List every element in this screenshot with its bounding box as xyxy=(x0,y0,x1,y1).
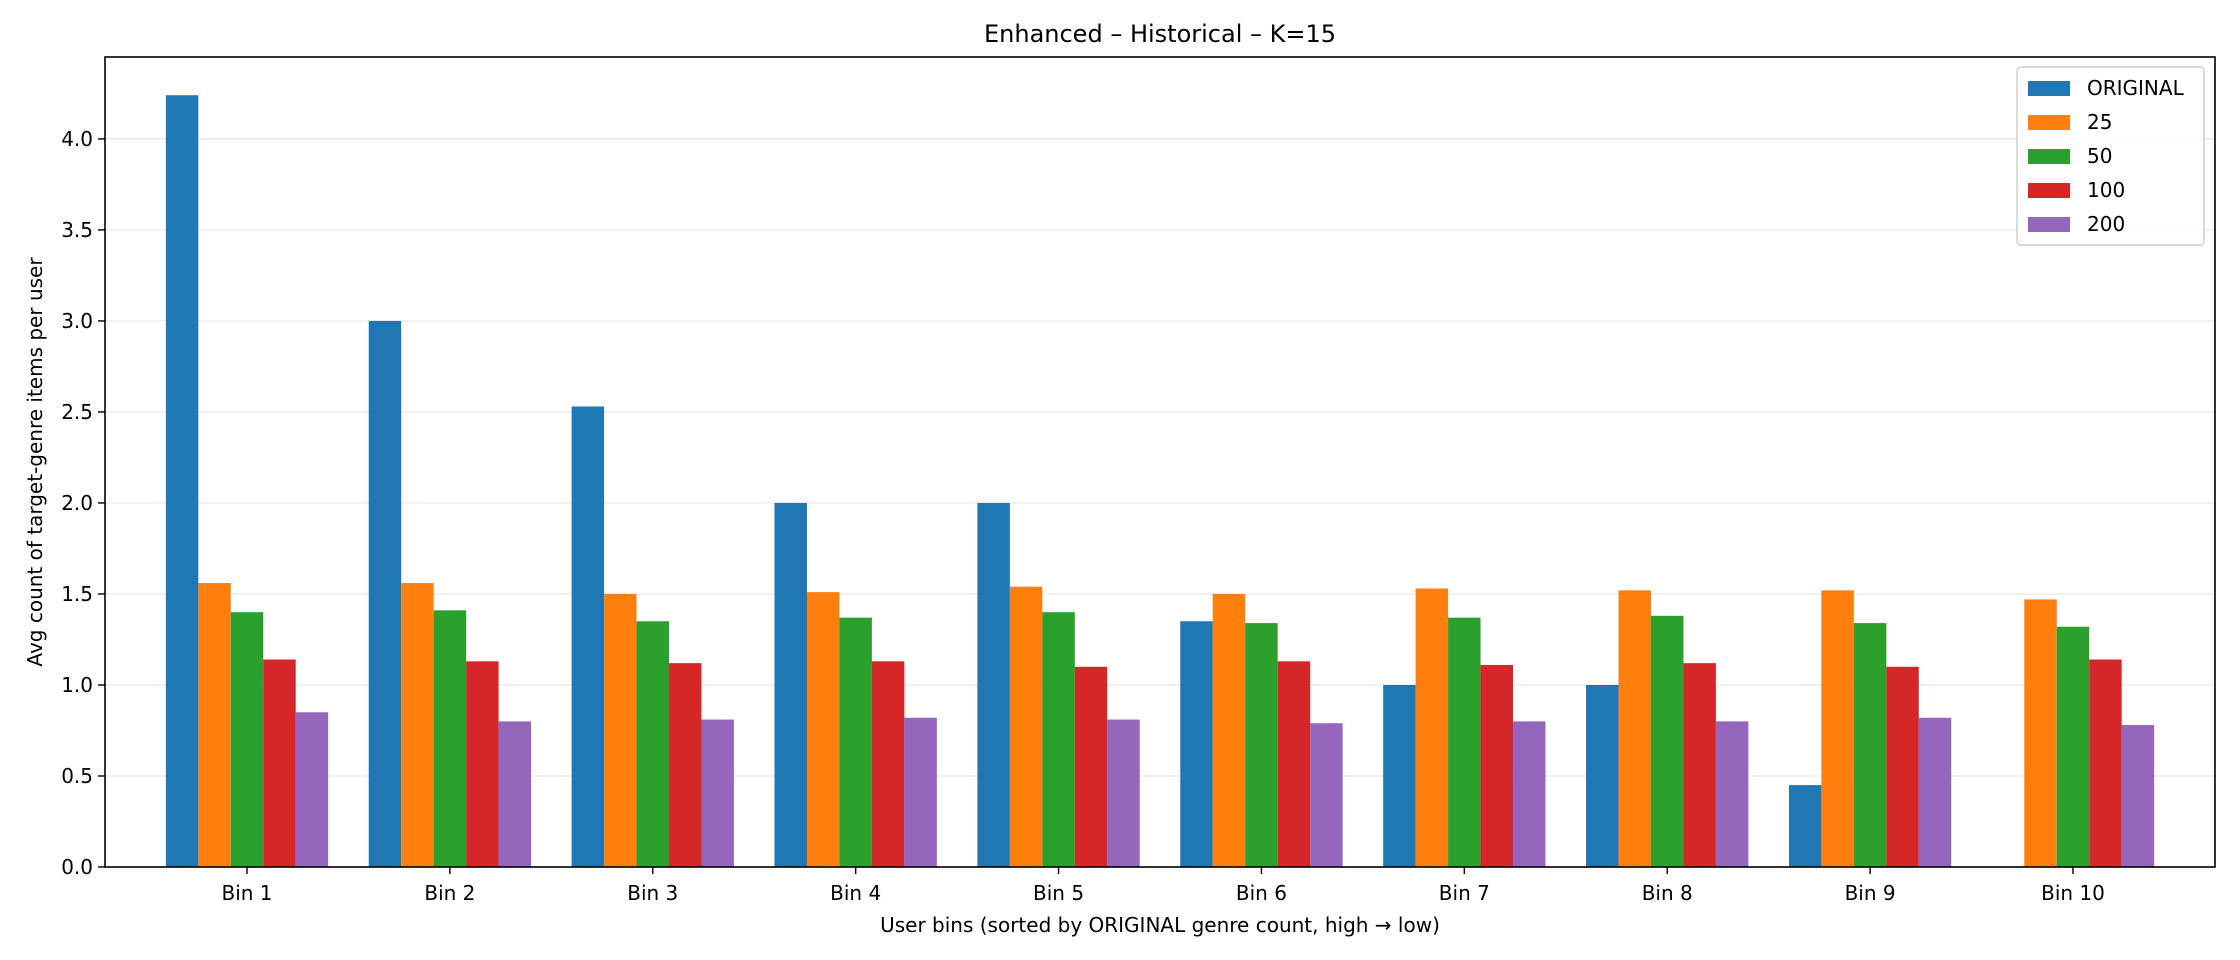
bar-bin-6-200 xyxy=(1310,723,1343,867)
bar-bin-5-25 xyxy=(1009,586,1043,867)
bar-bin-4-original xyxy=(774,502,807,867)
bar-bin-9-100 xyxy=(1886,666,1919,867)
bar-bin-4-200 xyxy=(904,717,937,867)
y-tick-label: 3.0 xyxy=(61,309,93,333)
y-tick-label: 4.0 xyxy=(61,127,93,151)
x-tick-label: Bin 5 xyxy=(1033,881,1084,905)
bar-bin-1-25 xyxy=(198,583,231,867)
bar-bin-3-200 xyxy=(701,719,734,867)
bar-bin-1-original xyxy=(165,95,199,867)
bar-bin-1-100 xyxy=(263,659,296,867)
bar-bin-3-original xyxy=(571,406,605,867)
x-tick-label: Bin 3 xyxy=(627,881,678,905)
x-tick-label: Bin 4 xyxy=(830,881,881,905)
bar-bin-3-100 xyxy=(669,663,702,867)
x-axis: Bin 1 Bin 2 Bin 3 Bin 4 Bin 5 Bin 6 Bin 7 Bin 8… xyxy=(221,867,2105,905)
bar-bin-9-original xyxy=(1788,785,1822,867)
bar-bin-6-50 xyxy=(1245,623,1278,867)
legend-label-original: ORIGINAL xyxy=(2087,76,2185,100)
bar-bin-8-200 xyxy=(1715,721,1749,867)
bar-bin-5-original xyxy=(977,502,1010,867)
bar-bin-6-25 xyxy=(1212,593,1246,867)
bar-bin-1-50 xyxy=(230,612,264,867)
bar-bin-1-200 xyxy=(295,712,329,867)
legend-swatch-200 xyxy=(2028,217,2070,232)
bar-bin-7-200 xyxy=(1513,721,1546,867)
legend-swatch-25 xyxy=(2028,115,2070,130)
legend-swatch-100 xyxy=(2028,183,2070,198)
x-tick-label: Bin 2 xyxy=(424,881,475,905)
legend-label-200: 200 xyxy=(2087,212,2125,236)
bar-bin-2-25 xyxy=(401,583,434,867)
bars xyxy=(165,95,2155,867)
bar-bin-10-25 xyxy=(2024,599,2057,867)
x-tick-label: Bin 1 xyxy=(221,881,272,905)
bar-bin-7-50 xyxy=(1448,617,1481,867)
y-tick-label: 2.0 xyxy=(61,491,93,515)
y-tick-label: 1.5 xyxy=(61,582,93,606)
legend-label-50: 50 xyxy=(2087,144,2112,168)
bar-bin-3-50 xyxy=(636,621,670,867)
bar-bin-6-original xyxy=(1180,621,1213,867)
x-tick-label: Bin 6 xyxy=(1236,881,1287,905)
bar-bin-2-200 xyxy=(498,721,532,867)
legend-swatch-50 xyxy=(2028,149,2070,164)
bar-bin-8-50 xyxy=(1650,615,1684,867)
bar-bin-4-50 xyxy=(839,617,872,867)
legend-label-100: 100 xyxy=(2087,178,2125,202)
bar-bin-6-100 xyxy=(1277,661,1311,867)
bar-bin-10-200 xyxy=(2121,725,2155,867)
y-tick-label: 1.0 xyxy=(61,673,93,697)
chart-title: Enhanced – Historical – K=15 xyxy=(984,20,1336,48)
legend-box xyxy=(2016,66,2205,246)
legend-swatch-original xyxy=(2028,81,2070,96)
bar-bin-5-50 xyxy=(1042,612,1075,867)
bar-bin-8-original xyxy=(1586,684,1619,867)
bar-bin-5-100 xyxy=(1074,666,1108,867)
bar-bin-4-25 xyxy=(806,592,840,867)
bar-bin-2-original xyxy=(368,320,402,867)
bar-bin-4-100 xyxy=(871,661,905,867)
bar-bin-9-25 xyxy=(1821,590,1854,867)
y-axis: 0.0 0.5 1.0 1.5 2.0 2.5 3.0 3.5 4.0 xyxy=(61,127,105,879)
bar-bin-9-50 xyxy=(1853,623,1887,867)
bar-bin-8-100 xyxy=(1683,663,1716,867)
x-axis-title: User bins (sorted by ORIGINAL genre coun… xyxy=(880,913,1440,937)
bar-bin-8-25 xyxy=(1618,590,1651,867)
bar-bin-2-50 xyxy=(433,610,467,867)
bar-bin-7-original xyxy=(1383,684,1416,867)
bar-bin-7-100 xyxy=(1480,664,1514,867)
y-axis-title: Avg count of target-genre items per user xyxy=(23,257,47,667)
x-tick-label: Bin 8 xyxy=(1642,881,1693,905)
plot-frame xyxy=(104,56,2216,868)
legend: ORIGINAL 25 50 100 200 xyxy=(2016,66,2205,246)
bar-bin-10-100 xyxy=(2089,659,2122,867)
bar-bin-2-100 xyxy=(466,661,499,867)
y-tick-label: 2.5 xyxy=(61,400,93,424)
bar-bin-5-200 xyxy=(1107,719,1140,867)
legend-label-25: 25 xyxy=(2087,110,2112,134)
y-tick-label: 0.5 xyxy=(61,764,93,788)
bar-bin-9-200 xyxy=(1918,717,1952,867)
bar-bin-10-50 xyxy=(2056,626,2090,867)
y-tick-label: 3.5 xyxy=(61,218,93,242)
x-tick-label: Bin 9 xyxy=(1845,881,1896,905)
y-tick-label: 0.0 xyxy=(61,855,93,879)
bar-bin-3-25 xyxy=(604,593,637,867)
x-tick-label: Bin 7 xyxy=(1439,881,1490,905)
bar-bin-7-25 xyxy=(1415,588,1449,867)
x-tick-label: Bin 10 xyxy=(2041,881,2105,905)
